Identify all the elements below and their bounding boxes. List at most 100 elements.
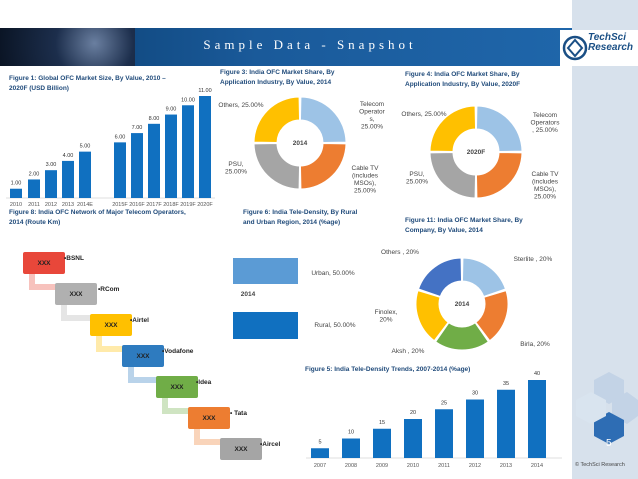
fig8-step-label: •RCom <box>98 286 120 293</box>
fig1-bar <box>62 160 74 198</box>
fig8-step-label: • Tata <box>230 410 247 417</box>
fig1-tick-label: 2011 <box>28 202 40 208</box>
fig3-label-telecom: Telecom Operator s, 25.00% <box>359 101 385 131</box>
fig1-bar <box>10 188 22 198</box>
fig8-connector <box>29 274 61 290</box>
logo-line-1: TechSci <box>588 32 626 43</box>
fig3-label-cabletv: Cable TV (includes MSOs), 25.00% <box>352 165 380 195</box>
fig4-center-label: 2020F <box>467 149 485 156</box>
fig4-label-psu: PSU, 25.00% <box>406 171 428 186</box>
fig1-tick-label: 2020F <box>197 202 213 208</box>
fig1-caption-line2: 2020F (USD Billion) <box>9 85 69 92</box>
fig11-slice <box>461 257 507 298</box>
fig6-caption: Figure 6: India Tele-Density, By Rural a… <box>243 208 357 228</box>
fig6-label-urban: Urban, 50.00% <box>311 270 355 277</box>
fig5-tick-label: 2014 <box>531 463 543 469</box>
fig1-bar <box>45 170 57 198</box>
fig6-axis-label: 2014 <box>241 291 256 298</box>
copyright-text: © TechSci Research <box>575 462 625 468</box>
fig1-value-label: 5.00 <box>80 144 91 150</box>
fig11-caption-line1: Figure 11: India OFC Market Share, By <box>405 217 523 224</box>
fig8-step-label: •Airtel <box>130 317 149 324</box>
fig11-label-birla: Birla, 20% <box>520 341 550 348</box>
logo-line-2: Research <box>588 42 634 53</box>
fig1-value-label: 8.00 <box>149 116 160 122</box>
fig4-caption-line1: Figure 4: India OFC Market Share, By <box>405 71 520 78</box>
fig1-bar <box>114 142 126 198</box>
fig1-tick-label: 2017F <box>146 202 162 208</box>
fig11-caption: Figure 11: India OFC Market Share, By Co… <box>405 216 523 236</box>
fig11-label-others: Others , 20% <box>381 249 419 256</box>
fig5-tick-label: 2007 <box>314 463 326 469</box>
fig11-label-finolex: Finolex, 20% <box>375 309 398 324</box>
fig11-slice <box>415 290 449 342</box>
fig11-slice <box>475 290 509 342</box>
fig1-value-label: 10.00 <box>181 97 195 103</box>
fig8-connector <box>128 367 162 383</box>
fig4-caption: Figure 4: India OFC Market Share, By App… <box>405 70 520 90</box>
fig1-bar <box>199 96 211 198</box>
fig5-value-label: 5 <box>318 439 321 445</box>
fig8-step-box: XXX <box>122 345 164 367</box>
fig8-connector <box>162 398 194 414</box>
fig8-connector <box>61 305 96 321</box>
fig4-label-cabletv: Cable TV (includes MSOs), 25.00% <box>532 171 560 201</box>
fig4-slice <box>475 151 523 199</box>
fig1-caption: Figure 1: Global OFC Market Size, By Val… <box>9 74 166 94</box>
fig3-label-others: Others, 25.00% <box>218 102 263 109</box>
fig5-value-label: 25 <box>441 400 447 406</box>
fig5-tick-label: 2008 <box>345 463 357 469</box>
fig5-value-label: 15 <box>379 420 385 426</box>
fig5-caption: Figure 5: India Tele-Density Trends, 200… <box>305 366 471 373</box>
fig1-caption-line1: Figure 1: Global OFC Market Size, By Val… <box>9 75 166 82</box>
fig1-value-label: 6.00 <box>115 134 126 140</box>
fig5-bar <box>435 409 453 458</box>
fig6-caption-line1: Figure 6: India Tele-Density, By Rural <box>243 209 358 216</box>
fig5-bar <box>466 399 484 458</box>
fig5-bar <box>342 438 360 458</box>
fig1-value-label: 2.00 <box>29 171 40 177</box>
fig3-caption: Figure 3: India OFC Market Share, By App… <box>220 68 335 88</box>
fig1-value-label: 11.00 <box>198 88 211 94</box>
fig8-step-box: XXX <box>90 314 132 336</box>
logo-icon <box>562 35 588 61</box>
fig5-value-label: 40 <box>534 371 540 377</box>
fig4-slice <box>429 105 477 153</box>
fig3-label-psu: PSU, 25.00% <box>225 161 247 176</box>
fig11-slice <box>435 322 489 351</box>
fig5-value-label: 35 <box>503 381 509 387</box>
fig4-slice <box>429 151 477 199</box>
fig1-tick-label: 2016F <box>129 202 145 208</box>
fig11-caption-line2: Company, By Value, 2014 <box>405 227 483 234</box>
fig1-tick-label: 2010 <box>10 202 22 208</box>
fig1-tick-label: 2014E <box>77 202 93 208</box>
fig8-step-label: •Idea <box>196 379 212 386</box>
fig6-label-rural: Rural, 50.00% <box>314 322 355 329</box>
fig5-value-label: 10 <box>348 430 354 436</box>
fig1-bar <box>148 123 160 198</box>
fig1-value-label: 1.00 <box>11 181 22 187</box>
fig8-connector <box>194 429 226 445</box>
fig8-step-label: •Vodafone <box>162 348 194 355</box>
fig3-slice <box>299 142 347 190</box>
fig3-caption-line1: Figure 3: India OFC Market Share, By <box>220 69 335 76</box>
page-number: 5 <box>606 438 612 449</box>
fig1-tick-label: 2013 <box>62 202 74 208</box>
fig5-tick-label: 2012 <box>469 463 481 469</box>
fig5-value-label: 20 <box>410 410 416 416</box>
fig8-step-box: XXX <box>156 376 198 398</box>
fig8-step-box: XXX <box>188 407 230 429</box>
fig8-caption-line2: 2014 (Route Km) <box>9 219 61 226</box>
fig5-tick-label: 2011 <box>438 463 450 469</box>
fig1-bar <box>182 105 194 198</box>
fig5-tick-label: 2009 <box>376 463 388 469</box>
fig8-connector <box>96 336 128 352</box>
fig3-caption-line2: Application Industry, By Value, 2014 <box>220 79 332 86</box>
fig1-tick-label: 2018F <box>163 202 179 208</box>
